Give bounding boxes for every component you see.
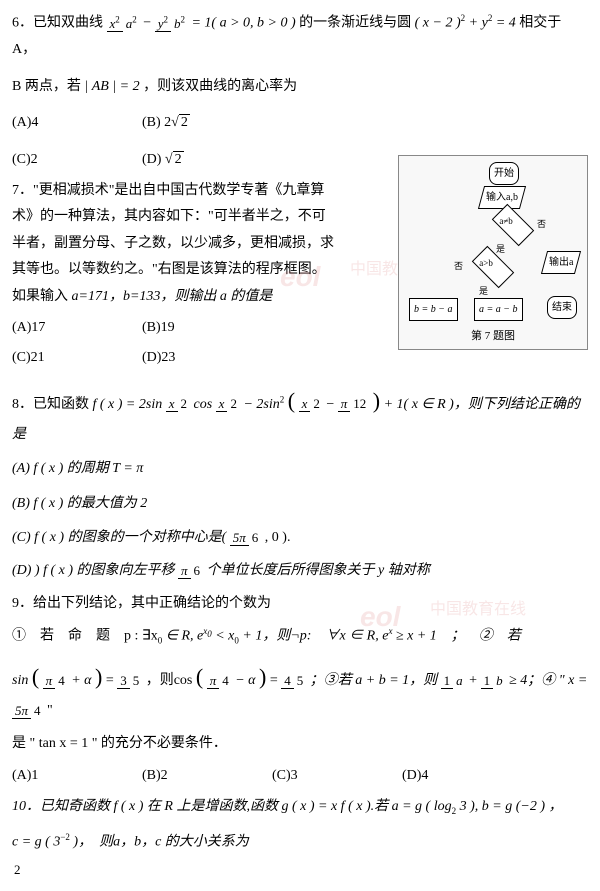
- q6-eq: = 1( a > 0, b > 0 ): [191, 16, 295, 31]
- q8-optC: (C) f ( x ) 的图象的一个对称中心是( 5π6 , 0 ).: [12, 525, 588, 552]
- q9-optD: (D)4: [402, 763, 492, 790]
- fc-no: 否: [537, 216, 546, 233]
- fc-caption: 第 7 题图: [399, 326, 587, 347]
- q7-l1: 7．"更相减损术"是出自中国古代数学专著《九章算: [12, 178, 382, 205]
- question-10: 10．已知奇函数 f ( x ) 在 R 上是增函数,函数 g ( x ) = …: [12, 794, 588, 821]
- q6-line2: B 两点，若 | AB | = 2 ，则该双曲线的离心率为: [12, 74, 588, 101]
- fc-box1: b = b − a: [409, 298, 458, 321]
- q8-optD: (D) ) f ( x ) 的图象向左平移 π6 个单位长度后所得图象关于 y …: [12, 558, 588, 585]
- q9-opts: (A)1 (B)2 (C)3 (D)4: [12, 763, 588, 790]
- flowchart-q7: 开始 输入a,b a≠b 否 是 a>b 否 是 b = b − a a = a…: [398, 155, 588, 350]
- q9-optA: (A)1: [12, 763, 102, 790]
- q9-optB: (B)2: [142, 763, 232, 790]
- q7-l3: 半者，副置分母、子之数，以少减多，更相减损，求: [12, 231, 382, 258]
- q6-stem-b: 的一条渐近线与圆: [299, 16, 411, 31]
- q10-l2: c = g ( 3−2 )， 则a，b，c 的大小关系为: [12, 829, 588, 856]
- fc-output: 输出a: [541, 251, 582, 274]
- q6-options-row1: (A)4 (B) 2√2: [12, 110, 588, 137]
- q7-optC: (C)21: [12, 345, 102, 372]
- q8-optB: (B) f ( x ) 的最大值为 2: [12, 491, 588, 518]
- q7-opts1: (A)17 (B)19: [12, 315, 382, 342]
- fc-input: 输入a,b: [478, 186, 526, 209]
- q7-optD: (D)23: [142, 345, 232, 372]
- q9-l4: 是 " tan x = 1 " 的充分不必要条件．: [12, 731, 588, 758]
- q9-p1: ① 若 命 题 p : ∃x0 ∈ R, ex0 < x0 + 1，则¬p: ∀…: [12, 623, 588, 650]
- q8-optA: (A) f ( x ) 的周期 T = π: [12, 456, 588, 483]
- page-number: 2: [14, 858, 21, 883]
- fraction: y2b2: [155, 16, 188, 32]
- q7-opts2: (C)21 (D)23: [12, 345, 382, 372]
- q6-optC: (C)2: [12, 147, 102, 174]
- q9-optC: (C)3: [272, 763, 362, 790]
- fc-no2: 否: [454, 258, 463, 275]
- q7-l2: 术》的一种算法，其内容如下："可半者半之，不可: [12, 204, 382, 231]
- q6-optD: (D) √2: [142, 147, 232, 174]
- fc-cond1: a≠b: [492, 204, 534, 246]
- q9-l3: sin ( π4 + α ) = 35 ，则cos ( π4 − α ) = 4…: [12, 656, 588, 724]
- q7-optA: (A)17: [12, 315, 102, 342]
- question-7: 7．"更相减损术"是出自中国古代数学专著《九章算 术》的一种算法，其内容如下："…: [12, 178, 382, 372]
- question-6: 6．已知双曲线 x2a2 − y2b2 = 1( a > 0, b > 0 ) …: [12, 10, 588, 64]
- fc-end: 结束: [547, 296, 577, 319]
- q6-optA: (A)4: [12, 110, 102, 137]
- fc-box2: a = a − b: [474, 298, 523, 321]
- question-8: 8．已知函数 f ( x ) = 2sin x2 cos x2 − 2sin2 …: [12, 380, 588, 448]
- fc-start: 开始: [489, 162, 519, 185]
- question-9: 9．给出下列结论，其中正确结论的个数为: [12, 591, 588, 618]
- fraction: x2a2: [107, 16, 140, 32]
- q7-l4: 其等也。以等数约之。"右图是该算法的程序框图。: [12, 257, 382, 284]
- q6-stem: 6．已知双曲线: [12, 16, 103, 31]
- q7-l5: 如果输入 a=171，b=133，则输出 a 的值是: [12, 284, 382, 311]
- q6-optB: (B) 2√2: [142, 110, 232, 137]
- q7-optB: (B)19: [142, 315, 232, 342]
- fc-cond2: a>b: [472, 246, 514, 288]
